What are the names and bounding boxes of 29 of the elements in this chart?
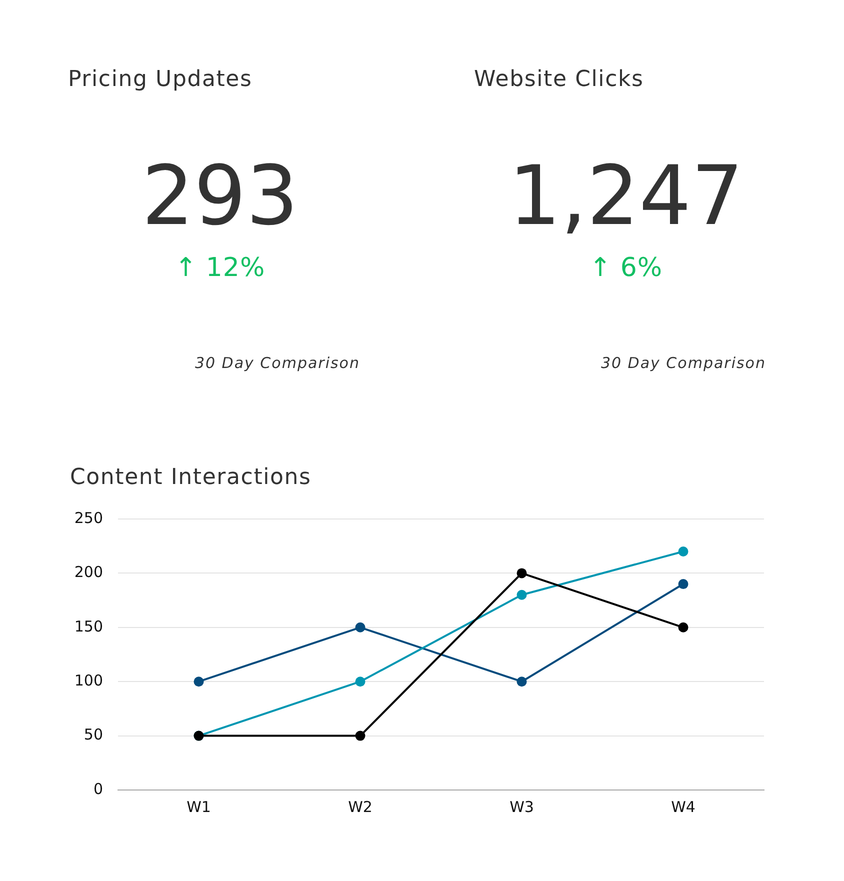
y-tick-label: 150	[74, 617, 103, 636]
point	[516, 590, 527, 600]
text: Website Clicks	[474, 66, 644, 94]
point	[194, 676, 204, 687]
x-tick-label: W3	[510, 798, 534, 816]
point	[355, 676, 366, 687]
y-tick-label: 200	[74, 563, 103, 582]
point	[355, 622, 366, 632]
text: 293	[140, 148, 300, 246]
x-tick-label: W2	[348, 798, 372, 816]
text: 30 Day Comparison	[600, 353, 766, 374]
x-tick-label: W1	[186, 798, 211, 816]
chart-title: Content Interactions	[70, 464, 312, 492]
y-tick-label: 250	[74, 508, 103, 527]
text: Pricing Updates	[68, 66, 252, 94]
x-tick-label: W4	[671, 798, 696, 816]
text: ↑ 6%	[588, 252, 664, 285]
text: 1,247	[508, 148, 744, 246]
point	[355, 730, 366, 741]
text: 30 Day Comparison	[194, 353, 360, 374]
y-tick-label: 0	[93, 780, 103, 798]
point	[678, 622, 688, 632]
y-tick-label: 50	[84, 726, 103, 744]
point	[516, 676, 527, 687]
point	[678, 579, 688, 590]
point	[678, 546, 688, 557]
text: ↑ 12%	[174, 252, 266, 285]
y-tick-label: 100	[74, 671, 103, 690]
point	[516, 568, 527, 578]
